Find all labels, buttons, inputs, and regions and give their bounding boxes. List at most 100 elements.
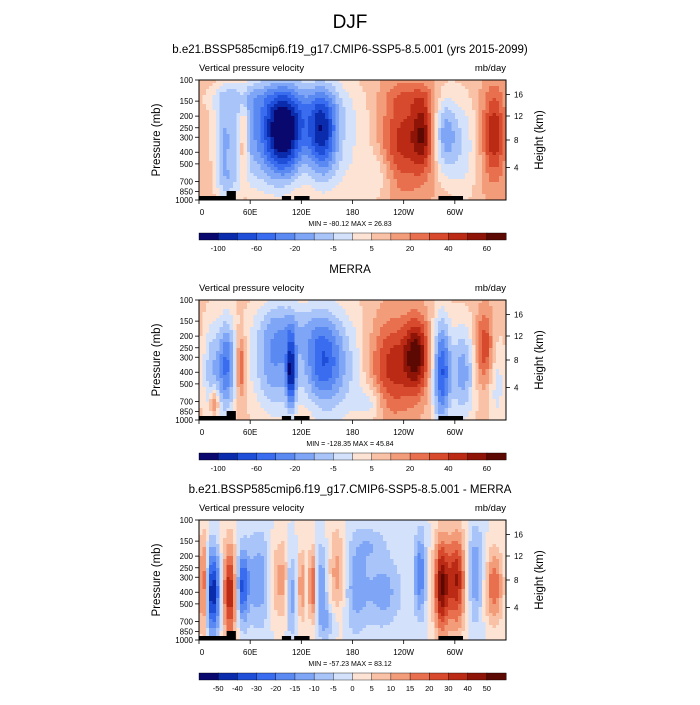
field-cell (240, 170, 244, 173)
field-cell (492, 333, 496, 336)
field-cell (318, 83, 322, 86)
field-cell (284, 149, 288, 152)
field-cell (219, 122, 223, 125)
field-cell (489, 327, 493, 330)
field-cell (237, 122, 241, 125)
field-cell (301, 173, 305, 176)
field-cell (465, 86, 469, 89)
field-cell (335, 330, 339, 333)
field-cell (373, 330, 377, 333)
field-cell (424, 95, 428, 98)
field-cell (206, 86, 210, 89)
field-cell (281, 101, 285, 104)
field-cell (233, 333, 237, 336)
field-cell (284, 101, 288, 104)
field-cell (322, 92, 326, 95)
field-cell (370, 155, 374, 158)
field-cell (288, 306, 292, 309)
field-cell (332, 110, 336, 113)
field-cell (428, 131, 432, 134)
field-cell (233, 306, 237, 309)
field-cell (335, 167, 339, 170)
field-cell (451, 170, 455, 173)
field-cell (267, 303, 271, 306)
field-cell (410, 318, 414, 321)
field-cell (349, 158, 353, 161)
field-cell (260, 128, 264, 131)
field-cell (492, 83, 496, 86)
field-cell (237, 95, 241, 98)
field-cell (226, 110, 230, 113)
field-cell (267, 170, 271, 173)
field-cell (209, 327, 213, 330)
field-cell (390, 119, 394, 122)
field-cell (277, 116, 281, 119)
field-cell (322, 134, 326, 137)
field-cell (295, 113, 299, 116)
field-cell (421, 98, 425, 101)
field-cell (353, 179, 357, 182)
field-cell (438, 152, 442, 155)
field-cell (424, 309, 428, 312)
field-cell (339, 309, 343, 312)
field-cell (438, 149, 442, 152)
field-cell (482, 321, 486, 324)
field-cell (424, 164, 428, 167)
field-cell (230, 318, 234, 321)
field-cell (472, 194, 476, 197)
field-cell (260, 306, 264, 309)
field-cell (496, 152, 500, 155)
field-cell (390, 86, 394, 89)
field-cell (441, 119, 445, 122)
field-cell (202, 176, 206, 179)
field-cell (455, 303, 459, 306)
field-cell (339, 188, 343, 191)
field-cell (397, 303, 401, 306)
field-cell (359, 98, 363, 101)
field-cell (428, 315, 432, 318)
colorbar-segment (237, 233, 256, 240)
chart-panel-1: b.e21.BSSP585cmip6.f19_g17.CMIP6-SSP5-8.… (151, 44, 546, 253)
field-cell (247, 104, 251, 107)
field-cell (223, 116, 227, 119)
field-cell (199, 98, 203, 101)
field-cell (247, 173, 251, 176)
field-cell (295, 140, 299, 143)
field-cell (390, 333, 394, 336)
field-cell (291, 161, 295, 164)
field-cell (329, 155, 333, 158)
field-cell (489, 101, 493, 104)
field-cell (448, 185, 452, 188)
field-cell (434, 89, 438, 92)
field-cell (332, 333, 336, 336)
field-cell (233, 164, 237, 167)
field-cell (216, 330, 220, 333)
field-cell (479, 306, 483, 309)
field-cell (383, 134, 387, 137)
field-cell (397, 339, 401, 342)
field-cell (475, 89, 479, 92)
field-cell (417, 167, 421, 170)
field-cell (206, 167, 210, 170)
field-cell (482, 110, 486, 113)
field-cell (223, 333, 227, 336)
field-cell (393, 125, 397, 128)
field-cell (274, 315, 278, 318)
field-cell (393, 116, 397, 119)
field-cell (465, 191, 469, 194)
field-cell (472, 164, 476, 167)
field-cell (230, 339, 234, 342)
field-cell (393, 86, 397, 89)
field-cell (254, 107, 258, 110)
field-cell (305, 116, 309, 119)
field-cell (230, 107, 234, 110)
field-cell (376, 173, 380, 176)
field-cell (342, 194, 346, 197)
field-cell (434, 336, 438, 339)
field-cell (380, 158, 384, 161)
field-cell (305, 110, 309, 113)
field-cell (267, 333, 271, 336)
field-cell (281, 188, 285, 191)
field-cell (329, 342, 333, 345)
field-cell (468, 170, 472, 173)
